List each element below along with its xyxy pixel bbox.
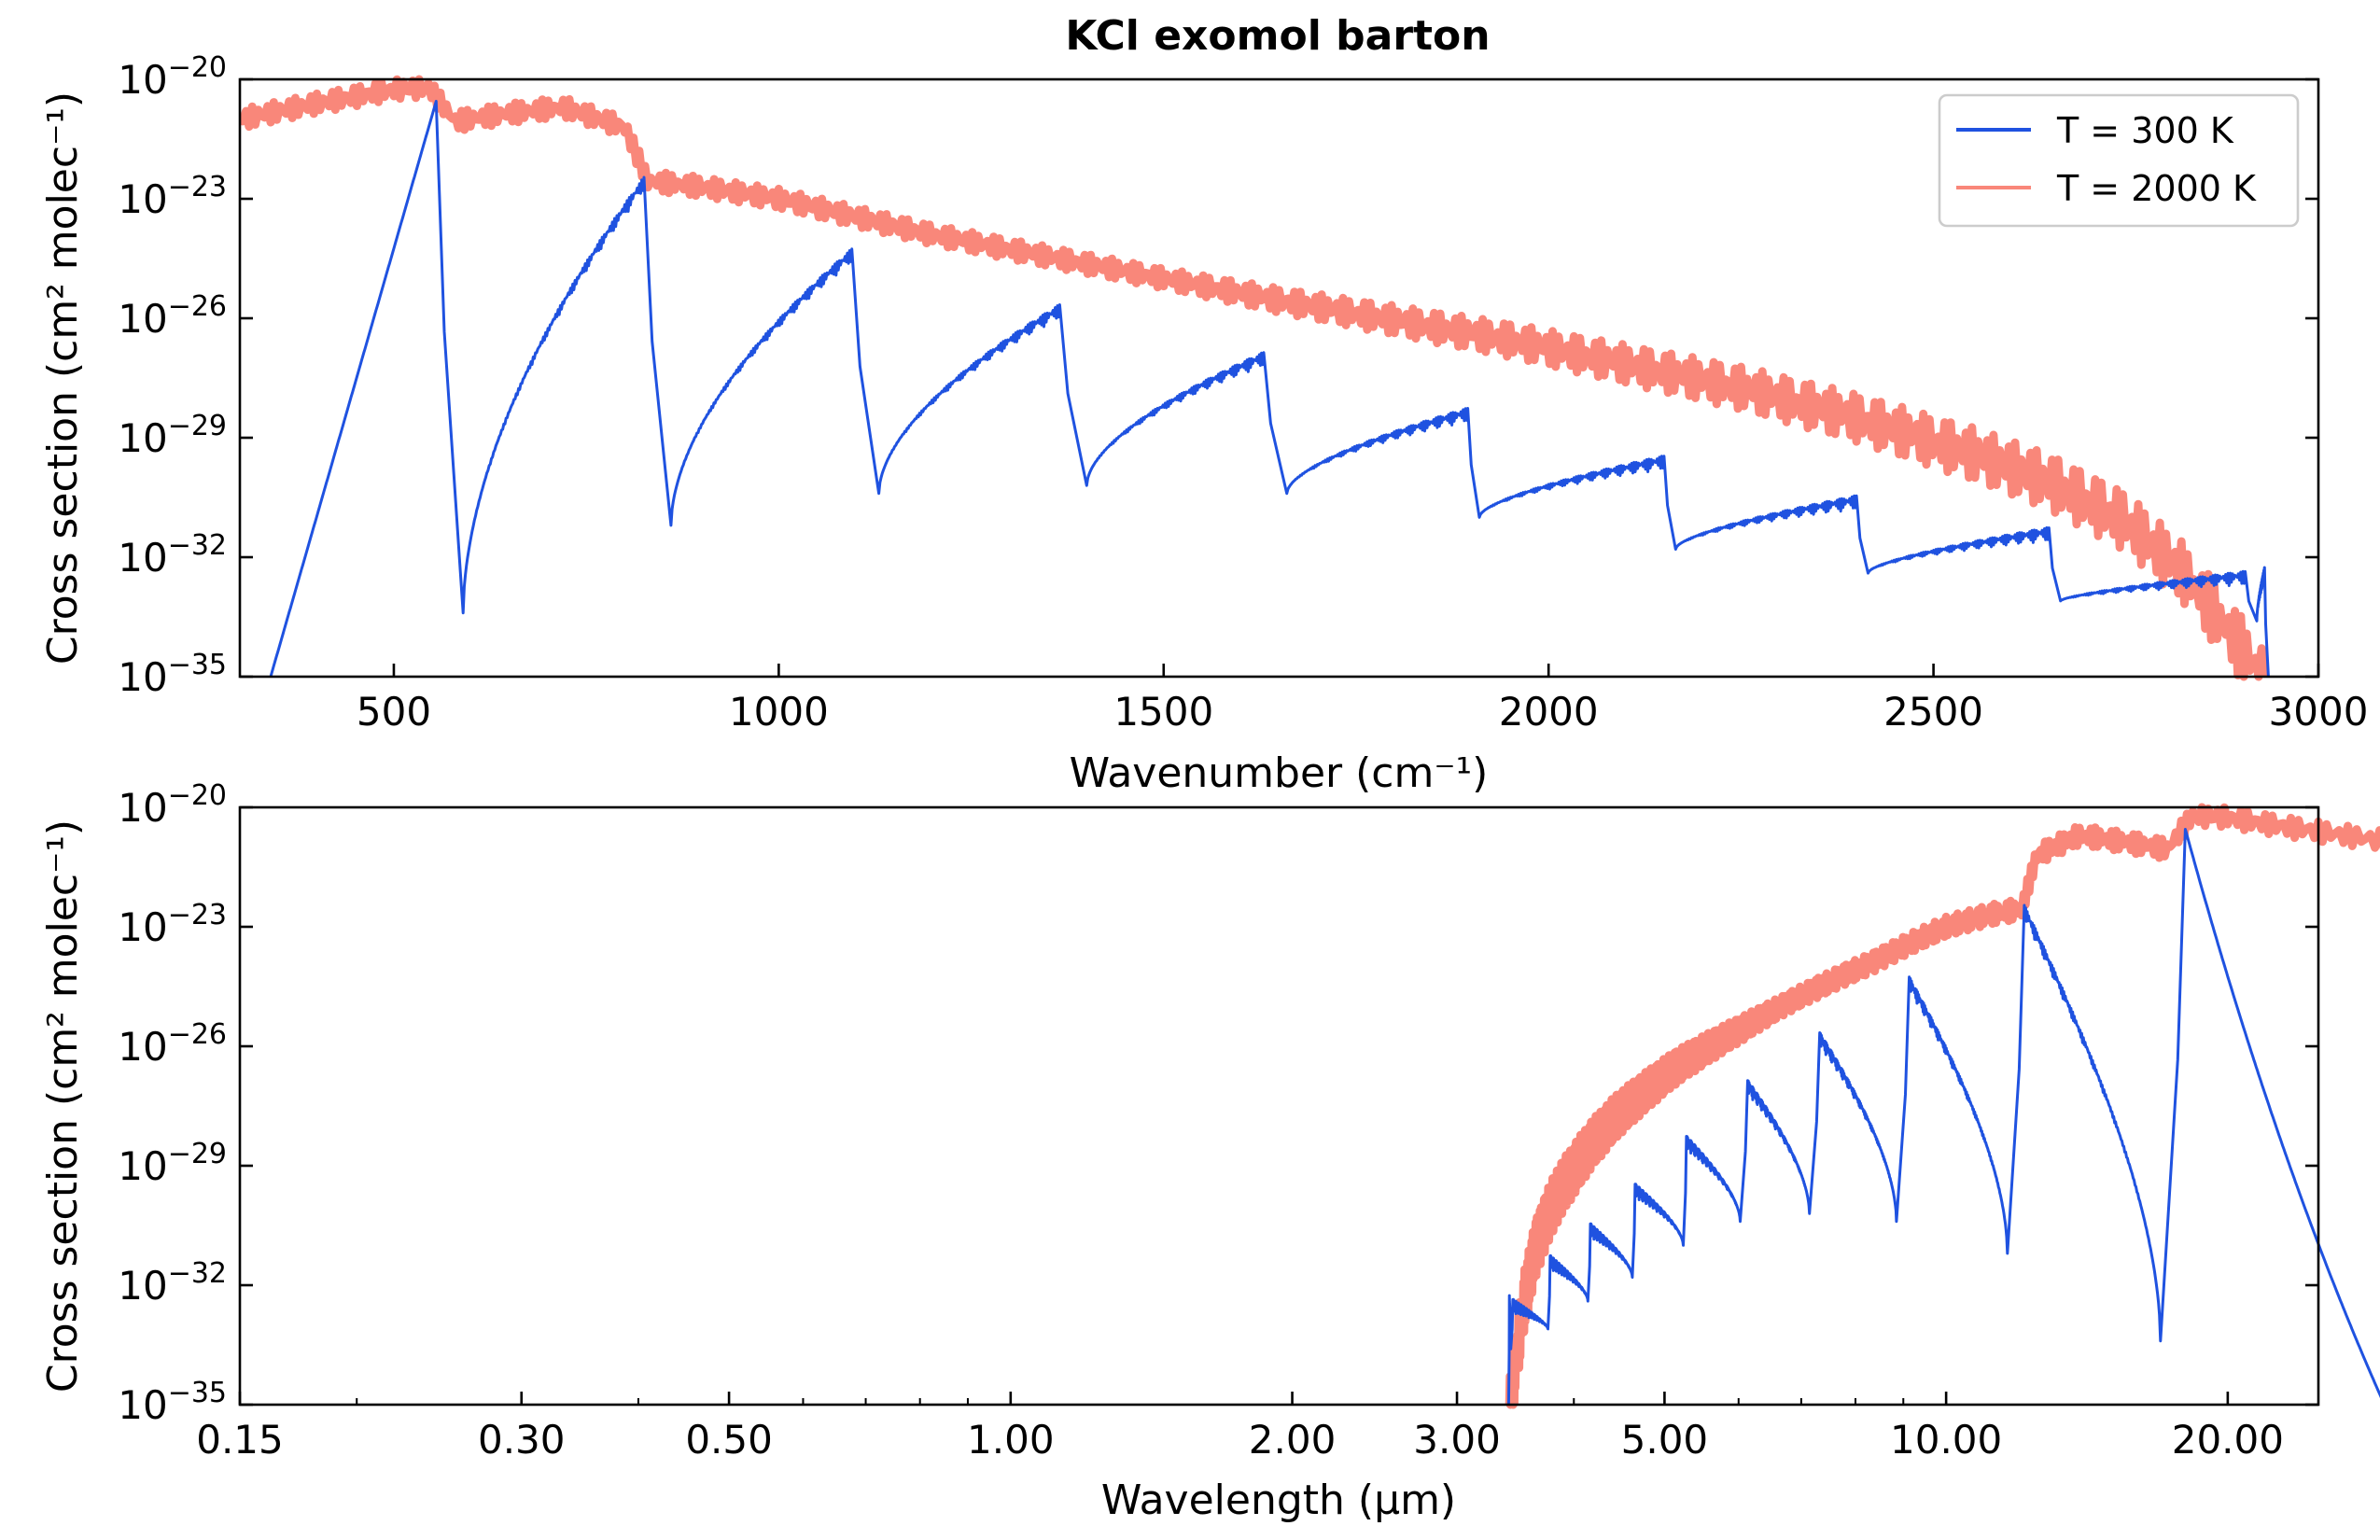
x-tick-label: 3000 xyxy=(2269,689,2369,735)
wavenumber-y-axis-label: Cross section (cm² molec⁻¹) xyxy=(39,91,87,665)
x-tick-label: 20.00 xyxy=(2172,1417,2284,1463)
x-tick-label: 1000 xyxy=(729,689,829,735)
legend: T = 300 K T = 2000 K xyxy=(1938,93,2300,228)
x-tick-label: 0.30 xyxy=(478,1417,566,1463)
legend-label-t300: T = 300 K xyxy=(2056,110,2234,151)
wavenumber-chart: 10−20 10−23 10−26 10−29 10−32 10−35 500 1000 150… xyxy=(39,51,2368,797)
series-line-t2000 xyxy=(238,75,2269,681)
x-tick-label: 3.00 xyxy=(1413,1417,1501,1463)
y-tick-label: 10−20 xyxy=(118,51,227,103)
series-line-t300 xyxy=(269,100,2270,678)
y-tick-label: 10−20 xyxy=(118,779,227,831)
y-tick-label: 10−23 xyxy=(118,171,227,222)
legend-label-t2000: T = 2000 K xyxy=(2056,168,2257,209)
y-tick-label: 10−23 xyxy=(118,899,227,950)
y-tick-label: 10−32 xyxy=(118,529,227,581)
wavenumber-ticks: 10−20 10−23 10−26 10−29 10−32 10−35 500 1000 150… xyxy=(118,51,2368,735)
wavelength-series xyxy=(1505,803,2380,1409)
wavelength-y-axis-label: Cross section (cm² molec⁻¹) xyxy=(39,819,87,1393)
wavenumber-plot-frame xyxy=(238,77,2320,679)
x-tick-label: 1.00 xyxy=(967,1417,1055,1463)
x-tick-label: 2500 xyxy=(1883,689,1983,735)
y-tick-label: 10−35 xyxy=(118,649,227,700)
wavelength-ticks: 10−20 10−23 10−26 10−29 10−32 10−350.15 0.30 0.… xyxy=(118,779,2318,1463)
x-tick-label: 1500 xyxy=(1113,689,1213,735)
y-tick-label: 10−26 xyxy=(118,1018,227,1070)
wavenumber-x-axis-label: Wavenumber (cm⁻¹) xyxy=(1070,749,1489,797)
x-tick-label: 500 xyxy=(357,689,431,735)
x-tick-label: 2000 xyxy=(1499,689,1599,735)
x-tick-label: 2.00 xyxy=(1249,1417,1337,1463)
x-tick-label: 10.00 xyxy=(1890,1417,2002,1463)
wavelength-plot-frame xyxy=(238,805,2320,1407)
wavelength-x-axis-label: Wavelength (µm) xyxy=(1101,1477,1456,1524)
wavelength-chart: 10−20 10−23 10−26 10−29 10−32 10−350.15 0.30 0.… xyxy=(39,779,2380,1524)
series-line-t300 xyxy=(1506,828,2380,1406)
x-tick-label: 5.00 xyxy=(1621,1417,1709,1463)
series-line-t2000 xyxy=(1505,803,2380,1409)
wavenumber-series xyxy=(238,75,2270,681)
y-tick-label: 10−29 xyxy=(118,1138,227,1189)
y-tick-label: 10−32 xyxy=(118,1257,227,1309)
y-tick-label: 10−26 xyxy=(118,290,227,342)
x-tick-label: 0.15 xyxy=(196,1417,284,1463)
y-tick-label: 10−35 xyxy=(118,1377,227,1428)
chart-title: KCl exomol barton xyxy=(1065,12,1490,60)
y-tick-label: 10−29 xyxy=(118,410,227,461)
x-tick-label: 0.50 xyxy=(685,1417,773,1463)
